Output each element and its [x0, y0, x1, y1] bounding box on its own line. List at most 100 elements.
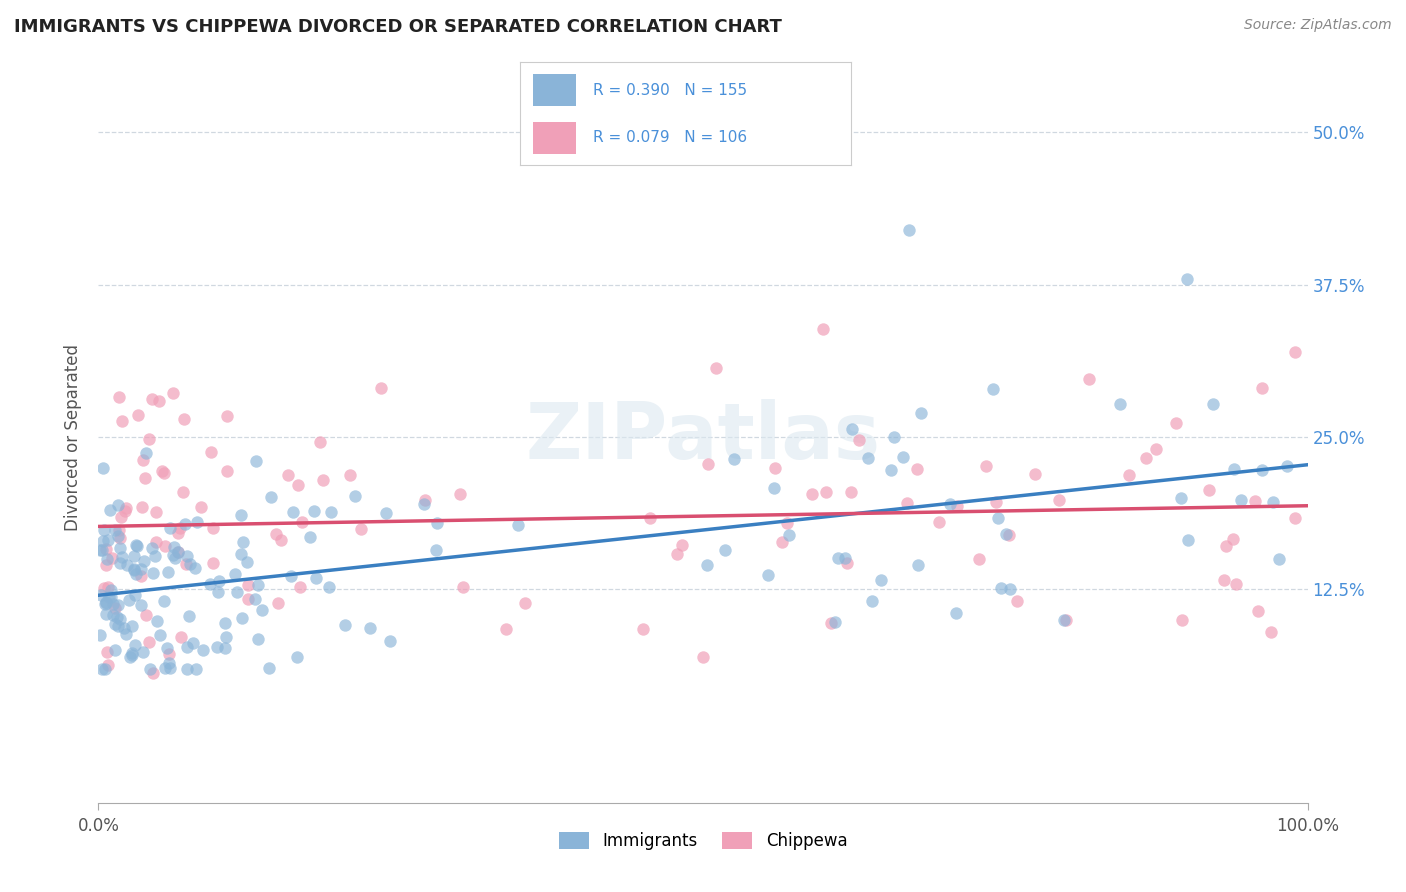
Point: [153, 593, 176, 607]
Point: [1260, 625, 1282, 640]
Point: [359, 621, 381, 635]
Point: [994, 526, 1017, 541]
Point: [260, 490, 283, 504]
Point: [1177, 533, 1199, 548]
Point: [1175, 271, 1198, 285]
Point: [181, 635, 204, 649]
Point: [763, 461, 786, 475]
Point: [176, 549, 198, 564]
Text: R = 0.079   N = 106: R = 0.079 N = 106: [593, 130, 747, 145]
Point: [101, 597, 124, 611]
Point: [135, 608, 157, 623]
Point: [138, 432, 160, 446]
Point: [763, 481, 786, 495]
Point: [163, 550, 186, 565]
Point: [90, 588, 112, 602]
Point: [104, 523, 127, 537]
Point: [1284, 511, 1306, 525]
Bar: [533, 122, 576, 153]
Point: [697, 458, 720, 472]
Point: [176, 640, 198, 654]
Point: [267, 596, 290, 610]
Point: [94, 607, 117, 621]
Point: [841, 422, 863, 436]
Point: [247, 577, 270, 591]
Point: [776, 516, 799, 530]
Point: [108, 531, 131, 545]
Point: [910, 406, 932, 420]
Point: [125, 567, 148, 582]
Point: [287, 478, 309, 492]
Point: [1268, 552, 1291, 566]
Point: [96, 645, 118, 659]
Text: R = 0.390   N = 155: R = 0.390 N = 155: [593, 83, 747, 97]
Point: [1284, 344, 1306, 359]
Point: [224, 567, 246, 582]
Point: [413, 493, 436, 508]
Point: [225, 585, 247, 599]
Point: [1230, 492, 1253, 507]
Point: [413, 497, 436, 511]
Y-axis label: Divorced or Separated: Divorced or Separated: [65, 343, 83, 531]
Point: [1222, 532, 1244, 546]
Point: [108, 612, 131, 626]
Point: [118, 592, 141, 607]
Point: [135, 446, 157, 460]
Point: [124, 588, 146, 602]
Point: [145, 535, 167, 549]
Point: [236, 577, 259, 591]
Point: [138, 634, 160, 648]
Point: [856, 450, 879, 465]
Point: [813, 322, 835, 336]
Point: [967, 551, 990, 566]
Point: [129, 599, 152, 613]
Point: [860, 594, 883, 608]
Point: [1170, 613, 1192, 627]
Point: [339, 468, 361, 483]
Point: [120, 650, 142, 665]
Point: [426, 516, 449, 530]
Point: [231, 611, 253, 625]
Point: [93, 523, 115, 537]
Point: [131, 453, 153, 467]
Point: [870, 573, 893, 587]
Point: [131, 645, 153, 659]
Point: [114, 504, 136, 518]
Point: [270, 533, 292, 548]
Point: [141, 392, 163, 406]
Point: [1078, 371, 1101, 385]
Point: [986, 495, 1008, 509]
Point: [827, 550, 849, 565]
Point: [107, 599, 129, 613]
Point: [1000, 582, 1022, 596]
Point: [945, 606, 967, 620]
Point: [801, 487, 824, 501]
Point: [449, 487, 471, 501]
Point: [987, 511, 1010, 525]
Point: [928, 515, 950, 529]
Point: [173, 412, 195, 426]
Point: [207, 584, 229, 599]
Point: [201, 556, 224, 570]
Point: [143, 549, 166, 563]
Point: [298, 530, 321, 544]
Point: [640, 511, 662, 525]
Point: [671, 539, 693, 553]
Point: [97, 580, 120, 594]
Point: [122, 561, 145, 575]
Point: [184, 561, 207, 575]
Point: [202, 521, 225, 535]
Point: [163, 540, 186, 554]
Point: [1164, 416, 1187, 430]
Point: [91, 461, 114, 475]
Point: [453, 580, 475, 594]
Point: [756, 567, 779, 582]
Point: [946, 499, 969, 513]
Point: [696, 558, 718, 572]
Point: [723, 452, 745, 467]
Point: [156, 640, 179, 655]
Point: [93, 582, 115, 596]
Point: [111, 415, 134, 429]
Point: [121, 647, 143, 661]
Point: [162, 548, 184, 562]
